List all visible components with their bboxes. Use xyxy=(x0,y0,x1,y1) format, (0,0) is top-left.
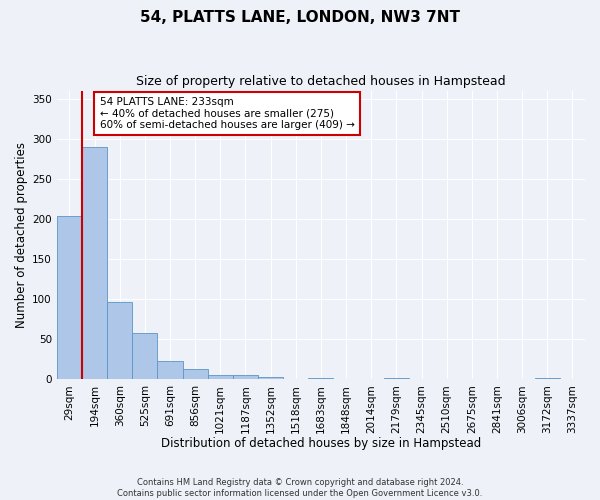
X-axis label: Distribution of detached houses by size in Hampstead: Distribution of detached houses by size … xyxy=(161,437,481,450)
Text: 54, PLATTS LANE, LONDON, NW3 7NT: 54, PLATTS LANE, LONDON, NW3 7NT xyxy=(140,10,460,25)
Bar xyxy=(132,332,157,379)
Bar xyxy=(82,146,107,379)
Bar xyxy=(157,361,182,379)
Bar xyxy=(535,378,560,379)
Bar xyxy=(208,375,233,379)
Y-axis label: Number of detached properties: Number of detached properties xyxy=(15,142,28,328)
Text: Contains HM Land Registry data © Crown copyright and database right 2024.
Contai: Contains HM Land Registry data © Crown c… xyxy=(118,478,482,498)
Title: Size of property relative to detached houses in Hampstead: Size of property relative to detached ho… xyxy=(136,75,506,88)
Bar xyxy=(182,369,208,379)
Text: 54 PLATTS LANE: 233sqm
← 40% of detached houses are smaller (275)
60% of semi-de: 54 PLATTS LANE: 233sqm ← 40% of detached… xyxy=(100,97,355,130)
Bar xyxy=(384,378,409,379)
Bar xyxy=(258,377,283,379)
Bar xyxy=(57,216,82,379)
Bar xyxy=(107,302,132,379)
Bar xyxy=(233,375,258,379)
Bar xyxy=(308,378,334,379)
